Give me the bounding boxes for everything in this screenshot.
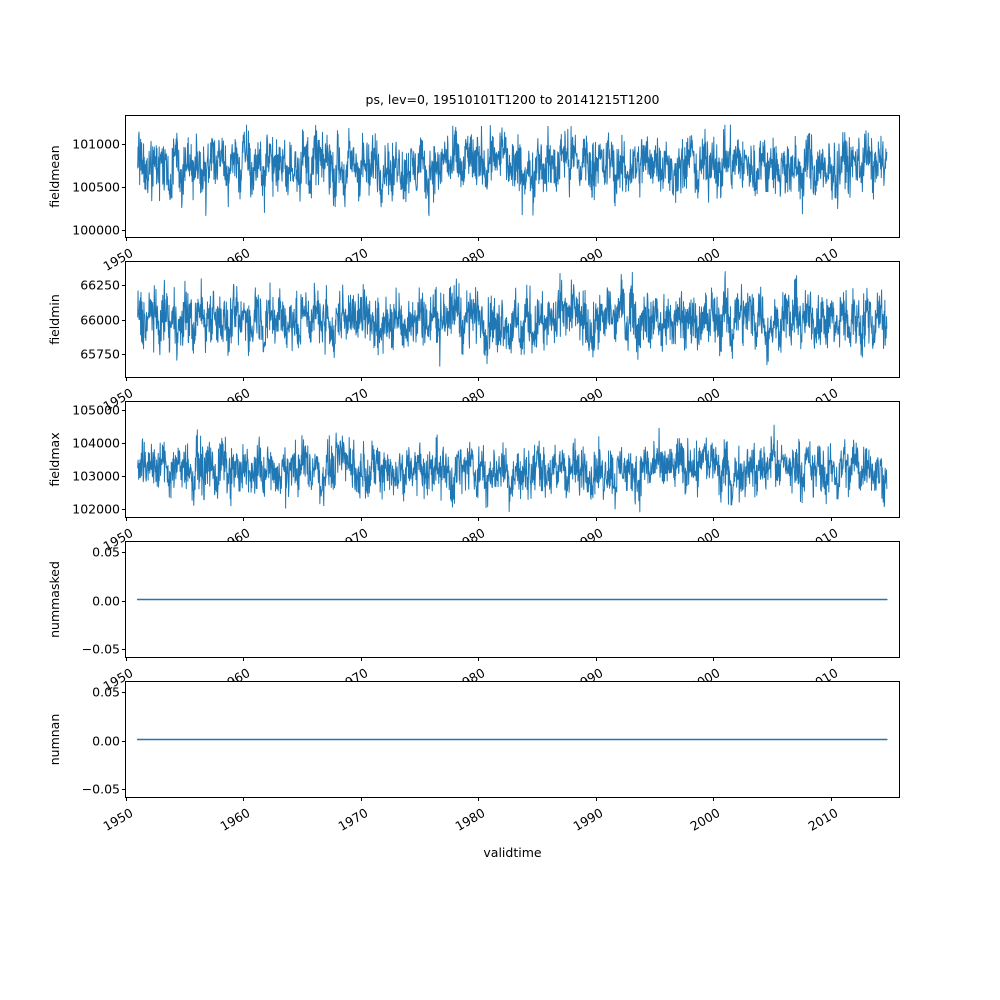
- y-tick-mark: [122, 230, 126, 232]
- plot-area: [126, 402, 899, 517]
- x-tick-mark: [595, 657, 597, 661]
- y-tick-label: 0.05: [92, 544, 120, 560]
- x-tick-mark: [126, 517, 127, 521]
- x-tick-mark: [830, 657, 832, 661]
- x-tick-mark: [126, 237, 127, 241]
- x-tick-mark: [243, 237, 245, 241]
- plot-area: [126, 542, 899, 657]
- x-tick-mark: [595, 517, 597, 521]
- y-tick-mark: [122, 509, 126, 511]
- series-line-numnan: [136, 738, 888, 741]
- plot-area: [126, 262, 899, 377]
- plot-area: [126, 682, 899, 797]
- y-tick-mark: [122, 443, 126, 445]
- y-tick-mark: [122, 600, 126, 602]
- series-line-fieldmean: [137, 124, 888, 217]
- series-line-nummasked: [136, 598, 888, 601]
- y-tick-label: 66000: [80, 312, 120, 328]
- y-tick-mark: [122, 551, 126, 553]
- chart-title: ps, lev=0, 19510101T1200 to 20141215T120…: [365, 92, 660, 107]
- y-tick-mark: [122, 649, 126, 651]
- y-tick-mark: [122, 143, 126, 145]
- y-tick-label: 65750: [80, 346, 120, 362]
- y-tick-mark: [122, 354, 126, 356]
- series-line-fieldmin: [137, 271, 888, 367]
- x-tick-mark: [478, 377, 480, 381]
- x-tick-mark: [360, 657, 362, 661]
- y-tick-label: 101000: [72, 136, 120, 152]
- x-tick-mark: [478, 517, 480, 521]
- x-tick-mark: [830, 377, 832, 381]
- x-tick-mark: [713, 237, 715, 241]
- x-tick-mark: [126, 657, 127, 661]
- y-tick-label: 105000: [72, 402, 120, 418]
- y-tick-label: 0.00: [92, 593, 120, 608]
- x-tick-mark: [830, 797, 832, 801]
- y-tick-label: 104000: [72, 435, 120, 451]
- y-tick-mark: [122, 319, 126, 321]
- y-axis-label-numnan: numnan: [46, 713, 62, 765]
- x-tick-mark: [126, 797, 127, 801]
- x-tick-mark: [243, 377, 245, 381]
- panel-fieldmax: 102000 103000 104000 105000 1950 1960 1970 1980…: [47, 401, 900, 554]
- x-tick-mark: [713, 377, 715, 381]
- x-tick-label: 2000: [687, 805, 723, 834]
- y-tick-label: 66250: [80, 277, 120, 293]
- x-tick-mark: [360, 797, 362, 801]
- x-tick-mark: [360, 237, 362, 241]
- x-axis-label: validtime: [483, 845, 542, 860]
- x-tick-label: 2010: [804, 805, 841, 834]
- y-axis-label-fieldmean: fieldmean: [46, 144, 62, 208]
- y-tick-label: 100500: [72, 179, 120, 195]
- x-tick-mark: [713, 797, 715, 801]
- x-tick-mark: [830, 237, 832, 241]
- panel-fieldmin: 65750 66000 66250 1950 1960 1970 1980 1990 2000 2…: [47, 261, 900, 414]
- x-tick-mark: [478, 237, 480, 241]
- series-line-fieldmax: [137, 424, 888, 513]
- x-tick-mark: [478, 657, 480, 661]
- x-tick-mark: [243, 797, 245, 801]
- x-tick-label: 1960: [217, 805, 253, 834]
- y-tick-label: −0.05: [81, 641, 120, 657]
- x-tick-mark: [243, 517, 245, 521]
- x-tick-label: 1990: [570, 805, 606, 834]
- y-axis-label-fieldmax: fieldmax: [46, 431, 62, 487]
- panel-fieldmean: 100000 100500 101000 1950 1960 1970 1980 1990 20…: [47, 115, 900, 274]
- x-tick-mark: [595, 237, 597, 241]
- x-tick-mark: [830, 517, 832, 521]
- x-tick-mark: [478, 797, 480, 801]
- y-tick-label: 102000: [72, 501, 120, 517]
- y-tick-mark: [122, 285, 126, 287]
- panel-nummasked: −0.05 0.00 0.05 1950 1960 1970 1980 1990 2000 201…: [47, 541, 900, 694]
- x-tick-mark: [126, 377, 127, 381]
- y-axis-label-nummasked: nummasked: [46, 560, 62, 638]
- y-tick-mark: [122, 789, 126, 791]
- y-tick-label: −0.05: [81, 781, 120, 797]
- y-tick-mark: [122, 740, 126, 742]
- x-tick-label: 1980: [452, 805, 488, 834]
- x-tick-label: 1970: [335, 805, 371, 834]
- plot-area: [126, 116, 899, 237]
- x-tick-mark: [713, 657, 715, 661]
- x-tick-mark: [595, 797, 597, 801]
- y-tick-mark: [122, 187, 126, 189]
- y-tick-mark: [122, 410, 126, 412]
- x-tick-mark: [713, 517, 715, 521]
- y-tick-label: 0.05: [92, 684, 120, 700]
- x-tick-mark: [595, 377, 597, 381]
- x-tick-label: 1950: [100, 805, 136, 834]
- y-tick-label: 0.00: [92, 733, 120, 748]
- x-tick-mark: [360, 377, 362, 381]
- x-tick-mark: [360, 517, 362, 521]
- y-tick-mark: [122, 476, 126, 478]
- y-tick-mark: [122, 691, 126, 693]
- y-axis-label-fieldmin: fieldmin: [46, 293, 62, 345]
- y-tick-label: 103000: [72, 468, 120, 484]
- panel-numnan: −0.05 0.00 0.05 1950 1960 1970 1980 1990 2000 201…: [47, 681, 900, 834]
- y-tick-label: 100000: [72, 222, 120, 238]
- x-tick-mark: [243, 657, 245, 661]
